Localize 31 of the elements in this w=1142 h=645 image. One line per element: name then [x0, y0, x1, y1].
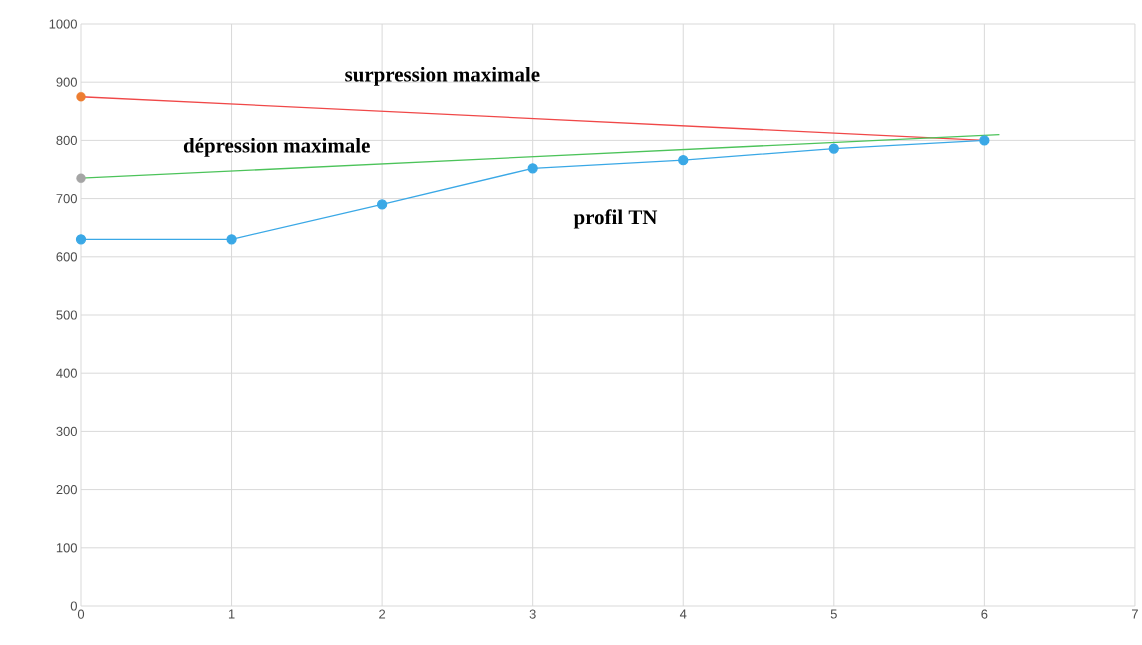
point [376, 199, 388, 210]
point [979, 135, 990, 146]
point [75, 234, 87, 245]
y-tick-label: 100 [56, 543, 77, 553]
point [527, 163, 538, 174]
point [76, 173, 86, 183]
y-tick-label: 0 [70, 601, 77, 611]
text: profil TN [573, 209, 658, 229]
point [76, 92, 86, 102]
series-label: surpression maximale [345, 66, 540, 86]
y-tick-label: 400 [56, 368, 77, 378]
y-tick-label: 1000 [49, 19, 77, 29]
point [828, 143, 839, 154]
point [678, 155, 689, 166]
x-tick-label: 5 [830, 609, 837, 619]
x-tick-label: 6 [981, 609, 988, 619]
y-tick-label: 700 [56, 194, 77, 204]
x-tick-label: 1 [228, 609, 235, 619]
x-tick-label: 7 [1131, 609, 1138, 619]
x-tick-label: 4 [679, 609, 687, 619]
y-tick-label: 200 [56, 485, 77, 495]
y-tick-label: 300 [56, 426, 77, 436]
point [226, 234, 237, 245]
x-tick-label: 2 [379, 609, 386, 619]
y-tick-label: 800 [56, 135, 77, 145]
y-tick-label: 600 [56, 252, 77, 262]
y-tick-label: 900 [56, 77, 77, 87]
x-tick-label: 3 [529, 609, 536, 619]
y-tick-label: 500 [56, 310, 77, 320]
series-label: dépression maximale [183, 137, 370, 157]
x-tick-label: 0 [77, 609, 85, 619]
